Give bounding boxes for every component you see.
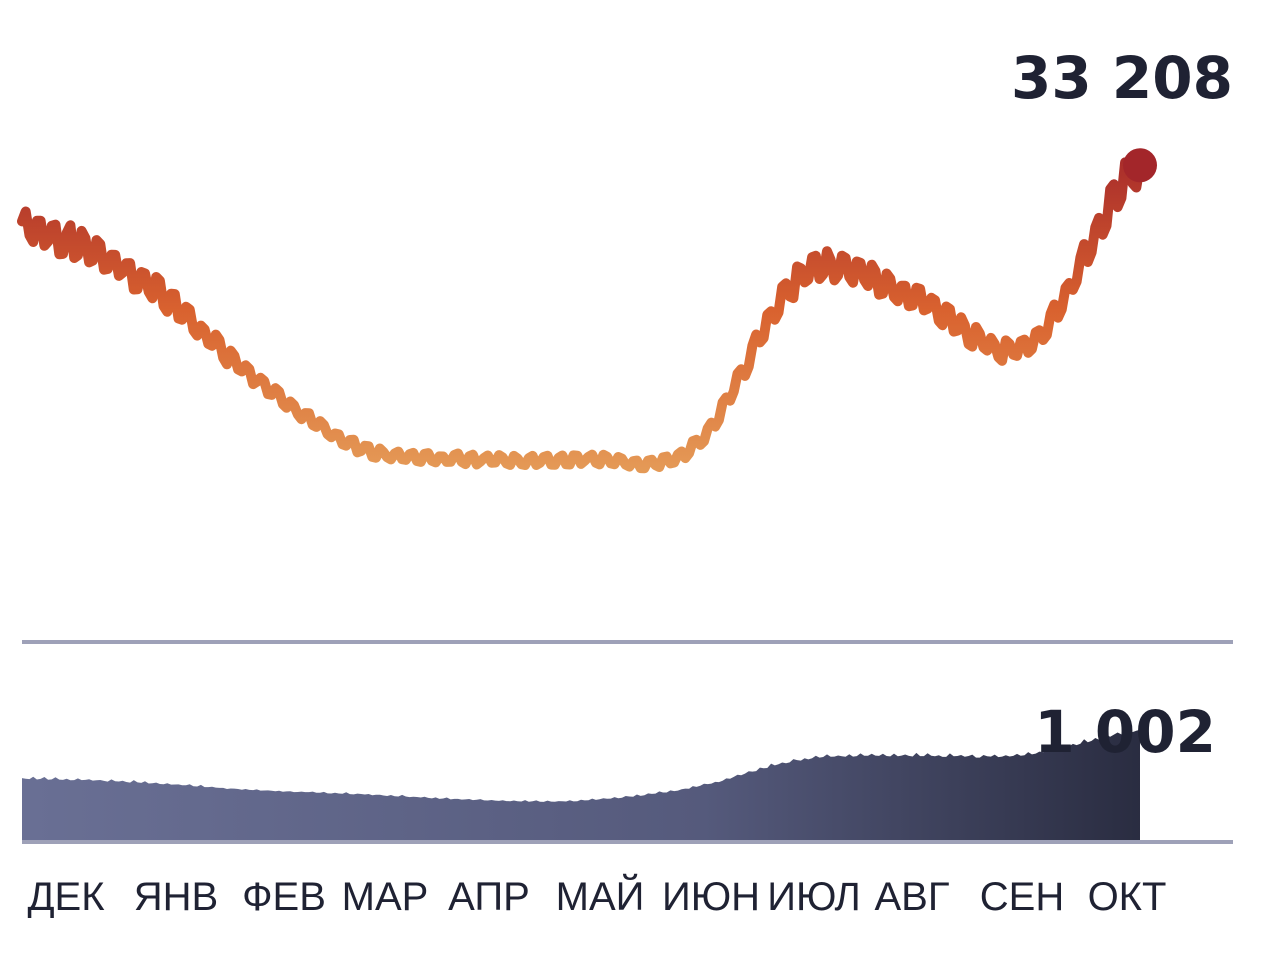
cases-series-line <box>17 157 1145 474</box>
deaths-last-value-label: 1 002 <box>1034 698 1216 766</box>
month-label: СЕН <box>980 875 1064 919</box>
x-axis-month-labels: ДЕК ЯНВ ФЕВ МАР АПР МАЙ ИЮН ИЮЛ АВГ СЕН ОКТ <box>27 873 1166 919</box>
month-label: МАЙ <box>556 873 645 919</box>
cases-last-value-label: 33 208 <box>1011 44 1233 112</box>
cases-series-layer <box>17 148 1157 474</box>
month-label: ФЕВ <box>242 875 326 919</box>
deaths-series-layer <box>22 729 1140 840</box>
month-label: АВГ <box>874 875 949 919</box>
month-label: МАР <box>342 875 429 919</box>
deaths-series-area <box>22 729 1140 840</box>
month-label: ЯНВ <box>134 875 218 919</box>
month-label: ИЮН <box>662 875 760 919</box>
month-label: ОКТ <box>1088 875 1167 919</box>
cases-endpoint-dot <box>1123 148 1157 183</box>
month-label: ДЕК <box>27 875 105 919</box>
month-label: ИЮЛ <box>767 875 861 919</box>
month-label: АПР <box>448 875 530 919</box>
